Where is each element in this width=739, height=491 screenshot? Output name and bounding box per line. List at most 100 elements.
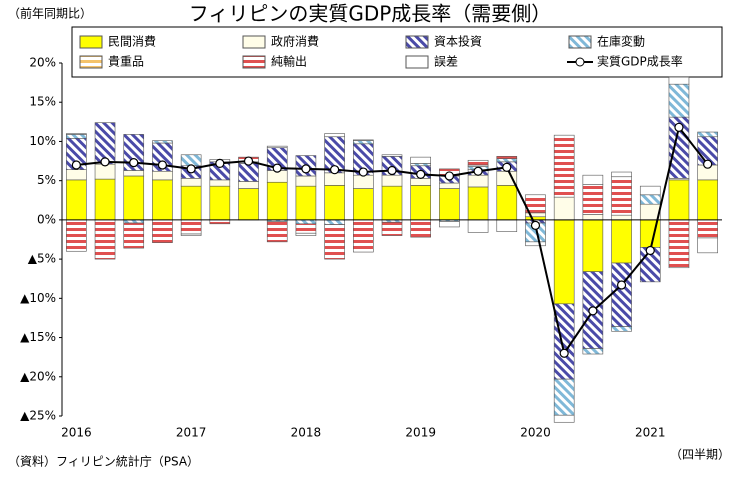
bar-segment <box>353 140 374 145</box>
line-marker <box>157 160 168 170</box>
bar-segment <box>381 221 403 236</box>
bar-segment <box>94 219 116 260</box>
legend-label: 実質GDP成長率 <box>597 54 683 69</box>
bar-segment <box>353 139 374 141</box>
line-marker <box>703 159 713 169</box>
bar-segment <box>209 179 231 187</box>
legend-marker <box>575 57 585 67</box>
bar-segment <box>324 172 345 186</box>
bar-segment <box>324 133 345 138</box>
y-tick-label: ▲5% <box>28 252 56 266</box>
legend-swatch <box>79 55 103 69</box>
bar-segment <box>209 219 231 225</box>
bar-segment <box>295 185 317 221</box>
bar-segment <box>582 214 604 221</box>
line-marker <box>473 166 483 176</box>
bar-segment <box>697 131 718 138</box>
bar-segment <box>123 222 145 249</box>
legend-swatch <box>405 55 429 69</box>
bar-segment <box>324 219 345 225</box>
bar-segment <box>123 170 145 177</box>
legend-label: 民間消費 <box>108 34 156 49</box>
bar-segment <box>353 219 374 253</box>
line-marker <box>444 171 454 181</box>
y-tick-label: 10% <box>29 134 56 148</box>
bar-segment <box>410 219 431 238</box>
line-marker <box>645 245 655 256</box>
bar-segment <box>94 178 116 221</box>
bar-segment <box>66 134 87 139</box>
bar-segment <box>467 159 489 166</box>
bar-segment <box>381 174 403 187</box>
bar-segment <box>697 179 718 221</box>
line-marker <box>129 158 139 168</box>
bar-segment <box>496 219 518 232</box>
bar-segment <box>582 184 604 215</box>
bar-segment <box>152 170 173 181</box>
bar-segment <box>180 233 202 236</box>
bar-segment <box>180 178 202 187</box>
bar-segment <box>611 214 632 221</box>
bar-segment <box>180 219 202 235</box>
legend-swatch <box>242 35 266 49</box>
x-tick-label: 2021 <box>635 426 666 440</box>
bar-segment <box>266 221 288 243</box>
x-tick-label: 2018 <box>291 426 322 440</box>
bar-segment <box>66 219 87 252</box>
bar-segment <box>525 241 546 247</box>
y-tick-label: 5% <box>37 173 56 187</box>
bar-segment <box>467 219 489 233</box>
bar-segment <box>238 181 259 189</box>
bar-segment <box>639 185 661 196</box>
bar-segment <box>496 158 518 163</box>
subtitle: （前年同期比） <box>8 6 92 21</box>
bar-segment <box>668 76 690 85</box>
bar-segment <box>410 156 431 164</box>
line-marker <box>301 164 311 174</box>
bar-segment <box>439 221 460 228</box>
bar-segment <box>180 185 202 221</box>
bar-segment <box>324 185 345 221</box>
bar-segment <box>582 219 604 272</box>
bar-segment <box>353 174 374 189</box>
bar-segment <box>353 188 374 221</box>
line-marker <box>186 164 196 174</box>
legend-label: 政府消費 <box>271 34 319 49</box>
bar-segment <box>553 414 575 423</box>
y-tick-label: ▲15% <box>20 330 56 344</box>
bar-segment <box>467 174 489 188</box>
bar-segment <box>697 219 718 239</box>
legend-swatch <box>568 35 592 49</box>
bar-segment <box>439 188 460 221</box>
bar-segment <box>668 219 690 269</box>
legend-swatch <box>242 55 266 69</box>
bar-segment <box>295 219 317 225</box>
y-tick-label: 20% <box>29 56 56 70</box>
bar-segment <box>152 219 173 243</box>
legend-label: 貴重品 <box>108 55 144 69</box>
line-marker <box>358 167 368 177</box>
y-tick-label: ▲10% <box>20 291 56 305</box>
bar-segment <box>152 179 173 221</box>
bar-segment <box>697 237 718 254</box>
bar-segment <box>324 224 345 260</box>
bar-segment <box>266 145 288 149</box>
bar-segment <box>410 178 431 186</box>
legend-label: 純輸出 <box>271 54 307 69</box>
bar-segment <box>639 194 661 205</box>
line-marker <box>330 165 340 175</box>
bar-segment <box>582 174 604 185</box>
x-tick-label: 2020 <box>520 426 551 440</box>
bar-segment <box>439 182 460 189</box>
line-marker <box>272 163 282 173</box>
bar-segment <box>266 181 288 221</box>
bar-segment <box>66 133 87 135</box>
bar-segment <box>152 140 173 144</box>
bar-segment <box>496 185 518 221</box>
x-axis-label: （四半期） <box>670 448 730 462</box>
legend-label: 誤差 <box>434 54 458 69</box>
bar-segment <box>668 179 690 221</box>
bar-segment <box>553 196 575 221</box>
x-tick-label: 2016 <box>61 426 92 440</box>
